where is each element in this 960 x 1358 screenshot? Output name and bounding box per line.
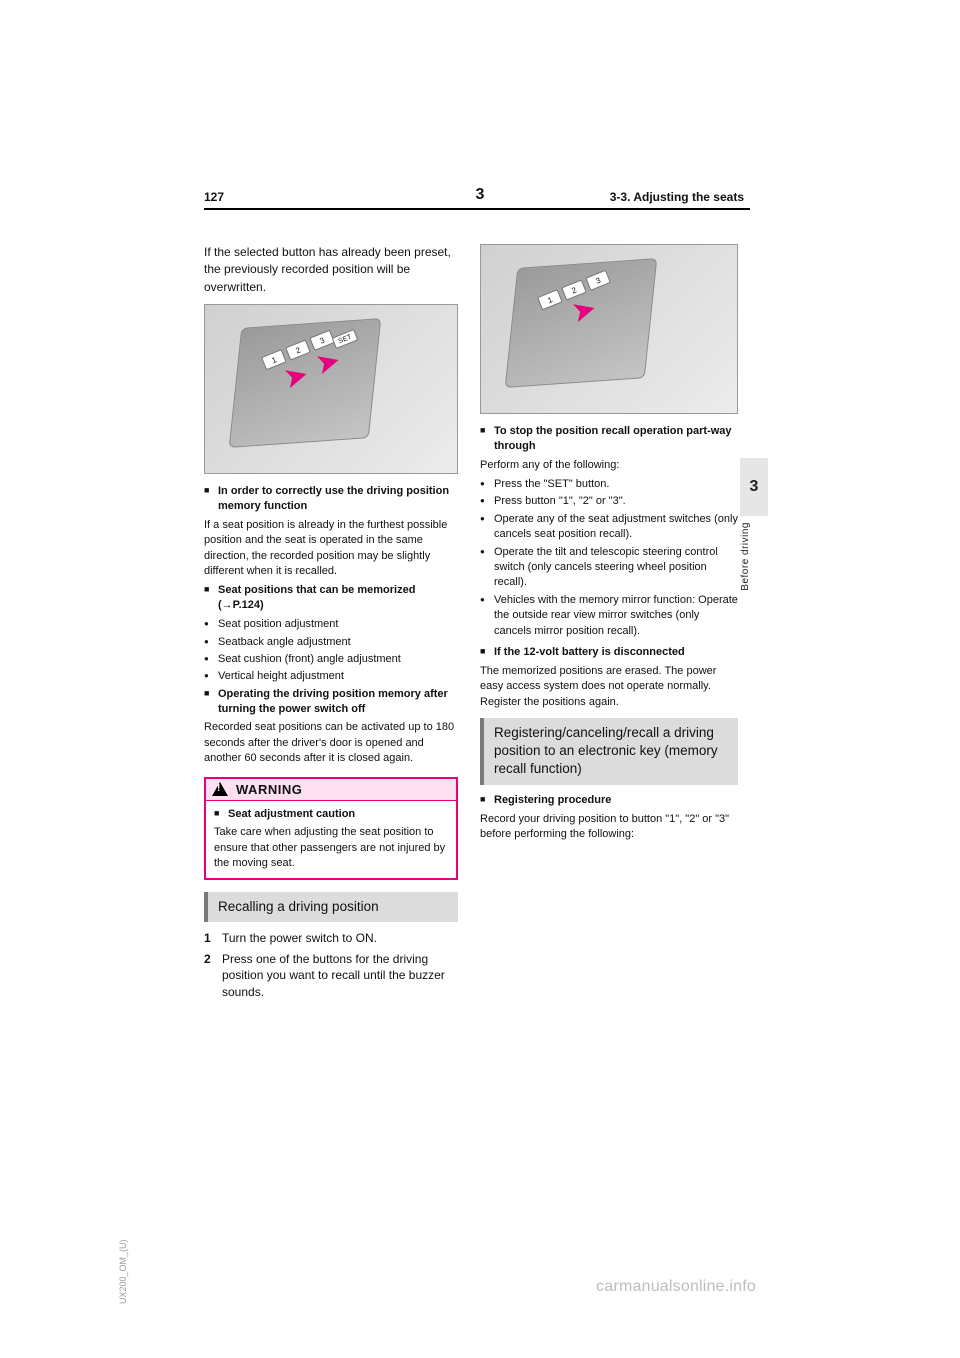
block-title: Registering procedure <box>480 793 738 808</box>
warning-subtitle: Seat adjustment caution <box>214 807 448 822</box>
page-number: 127 <box>204 190 224 204</box>
bullet-item: Vehicles with the memory mirror function… <box>480 593 738 639</box>
block-title: To stop the position recall operation pa… <box>480 424 738 454</box>
right-column: 1 2 3 ➤ To stop the position recall oper… <box>480 244 738 846</box>
bullet-item: Press the "SET" button. <box>480 477 738 492</box>
recall-section-heading: Recalling a driving position <box>204 892 458 922</box>
block-text: If a seat position is already in the fur… <box>204 518 458 580</box>
warning-text: Take care when adjusting the seat positi… <box>214 825 448 871</box>
step-num: 2 <box>204 951 211 968</box>
block-text: Record your driving position to button "… <box>480 812 738 843</box>
step-num: 1 <box>204 930 211 947</box>
watermark: carmanualsonline.info <box>596 1278 756 1296</box>
bullet-item: Seatback angle adjustment <box>204 635 458 650</box>
side-tab: 3 <box>740 458 768 516</box>
warning-label: WARNING <box>236 782 302 797</box>
bullet-item: Press button "1", "2" or "3". <box>480 494 738 509</box>
registering-section-heading: Registering/canceling/recall a driving p… <box>480 718 738 785</box>
block-title: If the 12-volt battery is disconnected <box>480 645 738 660</box>
warning-body: Seat adjustment caution Take care when a… <box>206 801 456 878</box>
left-diagram: 1 2 3 SET ➤ ➤ <box>204 304 458 474</box>
header-underline <box>204 208 750 210</box>
doc-code: UX200_OM_(U) <box>118 1239 128 1304</box>
block-text: Recorded seat positions can be activated… <box>204 720 458 766</box>
left-column: If the selected button has already been … <box>204 244 458 1005</box>
warning-header: WARNING <box>206 779 456 801</box>
chapter-number: 3 <box>476 186 485 204</box>
block-title: In order to correctly use the driving po… <box>204 484 458 514</box>
step-text: Turn the power switch to ON. <box>222 931 377 945</box>
step-2: 2 Press one of the buttons for the drivin… <box>204 951 458 1001</box>
block-title: Operating the driving position memory af… <box>204 687 458 717</box>
warning-box: WARNING Seat adjustment caution Take car… <box>204 777 458 880</box>
side-tab-label: Before driving <box>740 522 768 591</box>
page-root: 127 3 3-3. Adjusting the seats 3 Before … <box>0 0 960 1358</box>
step-text: Press one of the buttons for the driving… <box>222 952 445 1000</box>
block-text: Perform any of the following: <box>480 458 738 473</box>
block-title: Seat positions that can be memorized (→P… <box>204 583 458 613</box>
bullet-item: Seat cushion (front) angle adjustment <box>204 652 458 667</box>
step-1: 1 Turn the power switch to ON. <box>204 930 458 947</box>
bullet-item: Operate any of the seat adjustment switc… <box>480 512 738 543</box>
right-diagram: 1 2 3 ➤ <box>480 244 738 414</box>
left-intro-text: If the selected button has already been … <box>204 244 458 296</box>
bullet-item: Operate the tilt and telescopic steering… <box>480 545 738 591</box>
bullet-item: Vertical height adjustment <box>204 669 458 684</box>
block-text: The memorized positions are erased. The … <box>480 664 738 710</box>
warning-icon <box>212 782 228 796</box>
bullet-item: Seat position adjustment <box>204 617 458 632</box>
section-label: 3-3. Adjusting the seats <box>610 190 744 204</box>
